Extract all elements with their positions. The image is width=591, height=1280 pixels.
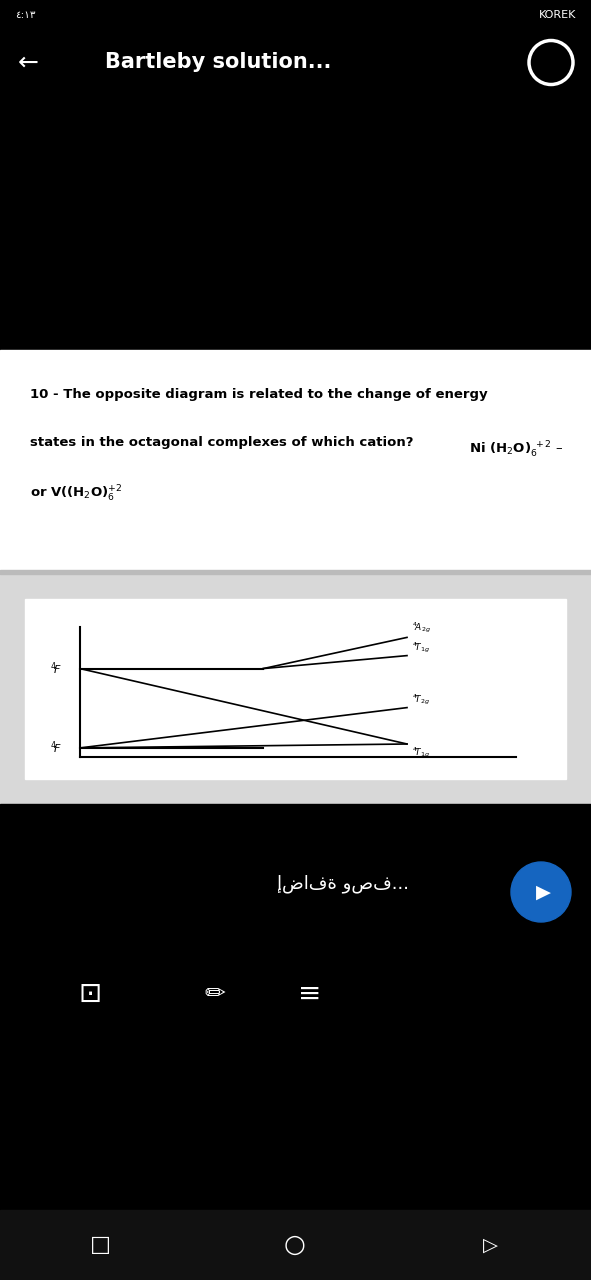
Text: ⊡: ⊡ [79, 980, 102, 1009]
Bar [0, 95, 591, 349]
Text: ○: ○ [284, 1233, 306, 1257]
Text: ←: ← [18, 50, 38, 74]
Text: $^4\!A_{2g}$: $^4\!A_{2g}$ [412, 621, 431, 635]
Bar [0, 0, 591, 29]
Text: states in the octagonal complexes of which cation?: states in the octagonal complexes of whi… [30, 436, 414, 449]
Text: ≡: ≡ [298, 980, 322, 1009]
Text: □: □ [89, 1235, 111, 1254]
Text: $^4\!T_{1g}$: $^4\!T_{1g}$ [412, 640, 430, 654]
Text: ✏: ✏ [204, 982, 226, 1006]
Bar [0, 573, 591, 804]
Text: KOREK: KOREK [538, 10, 576, 20]
Text: $^4\!T_{1g}$: $^4\!T_{1g}$ [412, 746, 430, 760]
Bar [0, 570, 591, 573]
Text: ▷: ▷ [482, 1235, 498, 1254]
Circle shape [511, 861, 571, 922]
Text: ٤:١٣: ٤:١٣ [15, 10, 35, 20]
Text: $^4\!F$: $^4\!F$ [50, 660, 62, 677]
Text: or V((H$_2$O)$_6^{+2}$: or V((H$_2$O)$_6^{+2}$ [30, 484, 122, 504]
Text: Bartleby solution...: Bartleby solution... [105, 52, 332, 73]
Bar [0, 29, 591, 95]
Bar [25, 599, 566, 780]
Text: 10 - The opposite diagram is related to the change of energy: 10 - The opposite diagram is related to … [30, 388, 488, 401]
Text: إضافة وصف...: إضافة وصف... [277, 874, 409, 893]
Text: ▶: ▶ [535, 882, 550, 901]
Bar [0, 1210, 591, 1280]
Text: Ni (H$_2$O)$_6^{\ +2}$ –: Ni (H$_2$O)$_6^{\ +2}$ – [469, 440, 563, 460]
Bar [0, 349, 591, 570]
Text: $^4\!F$: $^4\!F$ [50, 740, 62, 756]
Bar [0, 804, 591, 1280]
Text: $^4\!T_{2g}$: $^4\!T_{2g}$ [412, 692, 430, 707]
